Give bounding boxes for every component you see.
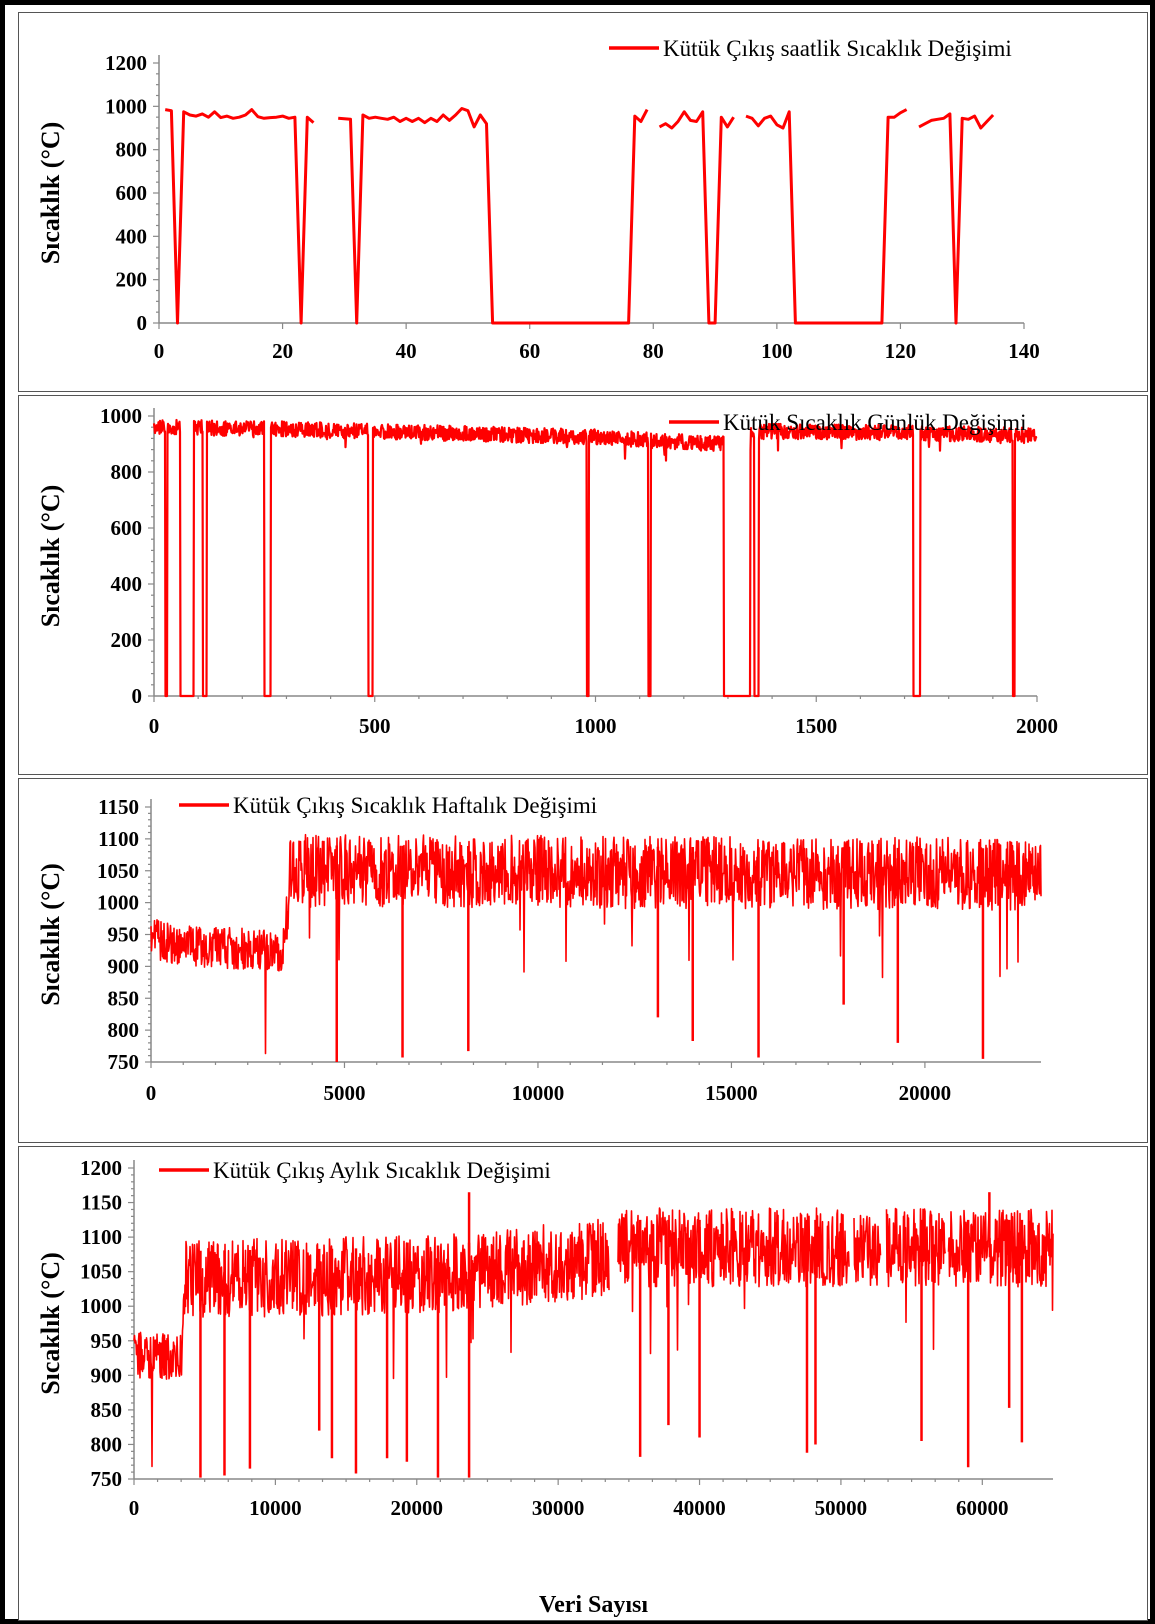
legend-label: Kütük Sıcaklık Günlük Değişimi (723, 410, 1026, 435)
y-tick-label: 600 (116, 181, 148, 205)
y-tick-label: 1150 (98, 795, 139, 819)
y-tick-label: 1200 (80, 1156, 122, 1180)
legend-label: Kütük Çıkış Aylık Sıcaklık Değişimi (213, 1158, 551, 1183)
y-tick-label: 1050 (97, 859, 139, 883)
y-axis-label: Sıcaklık (°C) (36, 863, 65, 1006)
x-tick-label: 15000 (705, 1081, 758, 1105)
x-axis-label: Veri Sayısı (539, 1592, 648, 1618)
x-tick-label: 20000 (391, 1496, 444, 1520)
y-tick-label: 1000 (105, 94, 147, 118)
series-line (152, 418, 1038, 698)
y-tick-label: 1000 (97, 891, 139, 915)
y-tick-label: 950 (91, 1329, 123, 1353)
x-tick-label: 500 (359, 714, 391, 738)
y-tick-label: 750 (108, 1050, 140, 1074)
chart-svg-weekly: 750 800 850 900 950 1000 1050 1100 1150 0 5000 1000… (36, 793, 1042, 1105)
series-segment (164, 108, 315, 325)
x-tick-label: 1500 (795, 714, 837, 738)
y-tick-label: 800 (108, 1018, 140, 1042)
x-tick-label: 120 (885, 339, 917, 363)
y-tick-label: 750 (91, 1467, 123, 1491)
x-tick-label: 0 (129, 1496, 140, 1520)
x-tick-label: 0 (154, 339, 165, 363)
x-tick-label: 100 (761, 339, 793, 363)
series-line (164, 107, 995, 325)
y-tick-label: 1150 (81, 1191, 122, 1215)
series-trace (150, 833, 1042, 1055)
y-tick-label: 800 (91, 1432, 123, 1456)
chart-panel-weekly: 750 800 850 900 950 1000 1050 1100 1150 0 5000 1000… (18, 778, 1148, 1143)
y-tick-label: 850 (108, 986, 140, 1010)
x-tick-label: 40000 (673, 1496, 726, 1520)
series-segment (918, 112, 995, 325)
x-tick-label: 1000 (575, 714, 617, 738)
y-tick-label: 900 (91, 1363, 123, 1387)
chart-panel-monthly: 750 800 850 900 950 1000 1050 1100 1150 1200 0 1000… (18, 1146, 1148, 1621)
y-axis-label: Sıcaklık (°C) (36, 1252, 65, 1395)
x-tick-label: 2000 (1016, 714, 1058, 738)
x-tick-label: 60000 (956, 1496, 1009, 1520)
x-tick-label: 40 (396, 339, 417, 363)
chart-svg-daily: 0 200 400 600 800 1000 0 500 1000 1500 2000 Sıcaklı… (36, 404, 1058, 738)
series-segment (338, 107, 649, 325)
x-tick-label: 0 (146, 1081, 157, 1105)
y-tick-label: 950 (108, 923, 140, 947)
y-tick-label: 900 (108, 954, 140, 978)
y-axis-label: Sıcaklık (°C) (36, 485, 65, 628)
y-tick-label: 1100 (81, 1225, 122, 1249)
series-segment (745, 108, 908, 325)
y-tick-label: 1000 (80, 1294, 122, 1318)
x-tick-label: 80 (643, 339, 664, 363)
y-tick-label: 850 (91, 1398, 123, 1422)
x-tick-label: 0 (149, 714, 160, 738)
legend-label: Kütük Çıkış Sıcaklık Haftalık Değişimi (233, 793, 597, 818)
chart-svg-monthly: 750 800 850 900 950 1000 1050 1100 1150 1200 0 1000… (36, 1156, 1054, 1618)
y-tick-label: 800 (116, 138, 148, 162)
x-tick-label: 50000 (815, 1496, 868, 1520)
x-tick-label: 30000 (532, 1496, 585, 1520)
y-tick-label: 600 (111, 516, 143, 540)
x-tick-label: 140 (1008, 339, 1040, 363)
y-tick-label: 200 (111, 628, 143, 652)
series-trace (133, 1207, 1054, 1468)
x-tick-label: 20 (272, 339, 293, 363)
y-tick-label: 1050 (80, 1260, 122, 1284)
y-tick-label: 400 (116, 224, 148, 248)
legend-label: Kütük Çıkış saatlik Sıcaklık Değişimi (663, 36, 1012, 61)
chart-panel-daily: 0 200 400 600 800 1000 0 500 1000 1500 2000 Sıcaklı… (18, 395, 1148, 775)
x-tick-label: 10000 (249, 1496, 302, 1520)
y-tick-label: 1200 (105, 51, 147, 75)
x-tick-label: 20000 (899, 1081, 952, 1105)
x-tick-label: 60 (519, 339, 540, 363)
chart-svg-hourly: 0 200 400 600 800 1000 1200 0 20 40 60 80 100 120 140 S… (36, 36, 1040, 363)
y-tick-label: 1000 (100, 404, 142, 428)
y-tick-label: 400 (111, 572, 143, 596)
series-trace (152, 418, 1038, 698)
y-tick-label: 800 (111, 460, 143, 484)
y-tick-label: 1100 (98, 827, 139, 851)
x-tick-label: 5000 (323, 1081, 365, 1105)
series-line (150, 833, 1042, 1062)
y-tick-label: 0 (132, 684, 143, 708)
y-axis-label: Sıcaklık (°C) (36, 122, 65, 265)
series-segment (658, 110, 735, 325)
x-tick-label: 10000 (512, 1081, 565, 1105)
y-tick-label: 0 (137, 311, 148, 335)
y-tick-label: 200 (116, 268, 148, 292)
chart-panel-hourly: 0 200 400 600 800 1000 1200 0 20 40 60 80 100 120 140 S… (18, 12, 1148, 392)
series-line (133, 1192, 1054, 1478)
